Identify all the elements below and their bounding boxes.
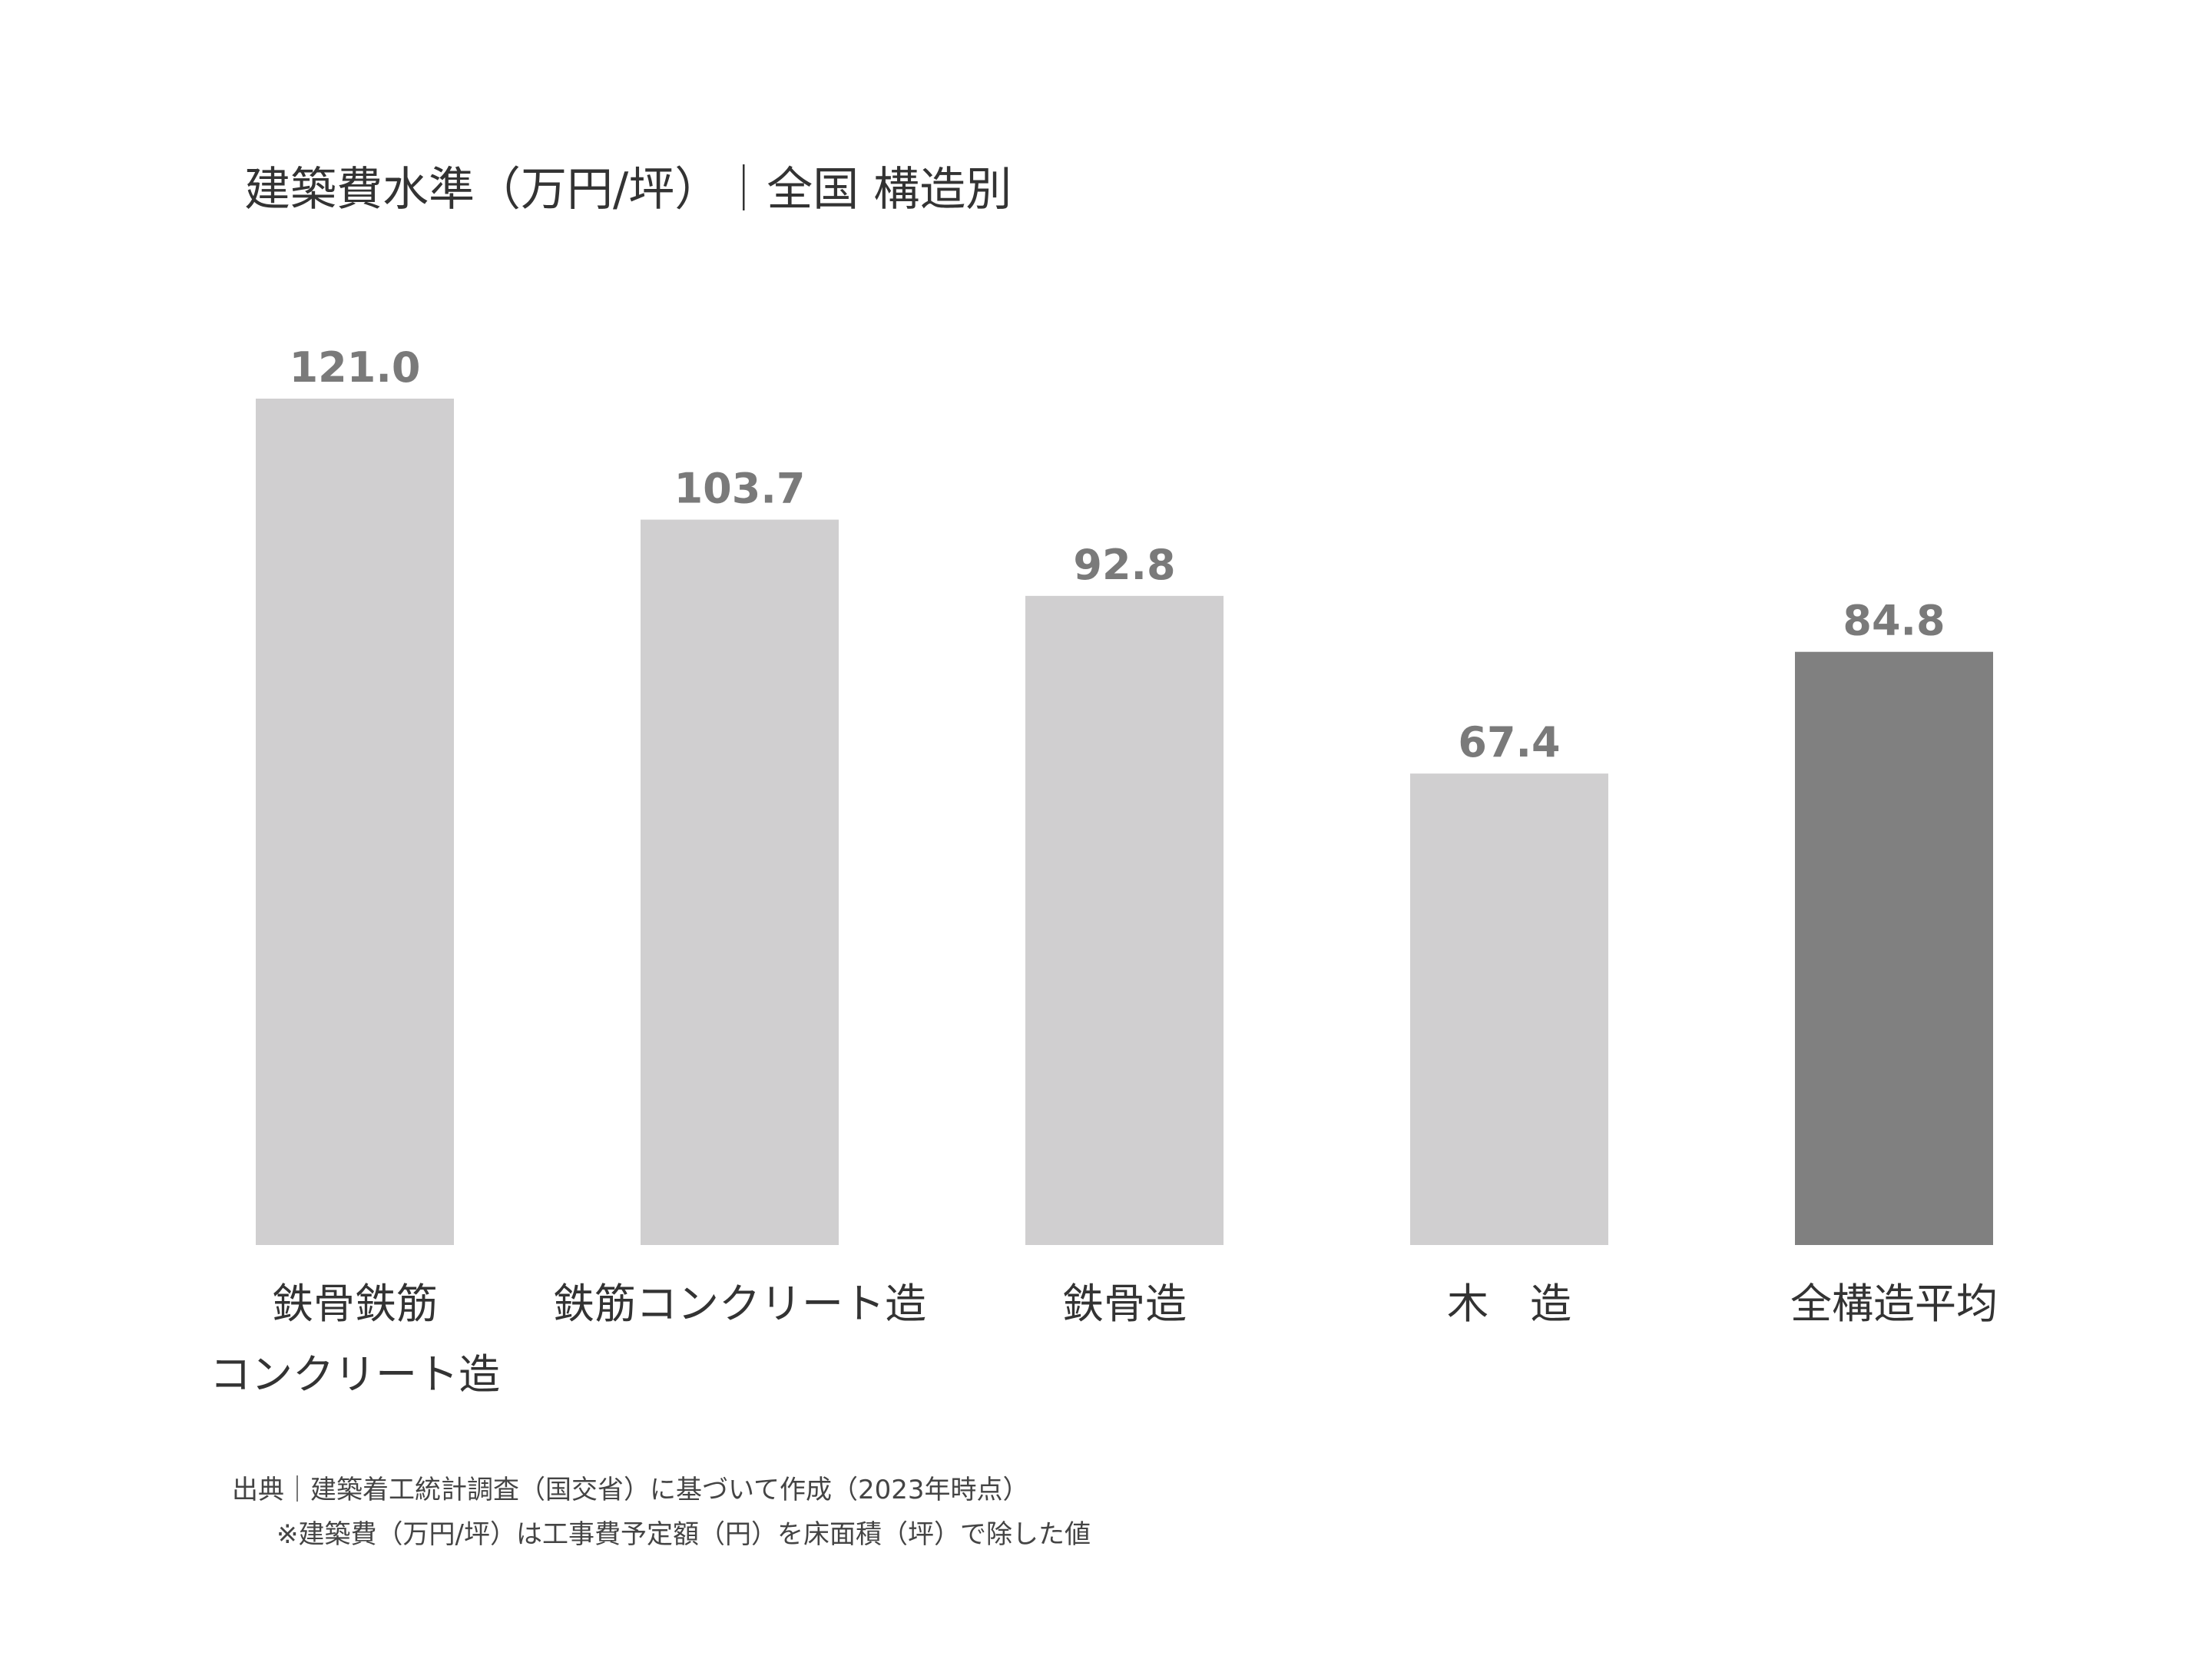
- source-note: 出典｜建築着工統計調査（国交省）に基づいて作成（2023年時点）: [232, 1475, 1029, 1505]
- x-tick-label: 鉄骨造: [1062, 1280, 1187, 1328]
- chart-title: 建築費水準（万円/坪）｜全国 構造別: [244, 163, 1012, 217]
- bar: [1795, 651, 1993, 1245]
- value-label: 121.0: [290, 343, 421, 392]
- bar: [256, 399, 454, 1245]
- x-tick-label: 全構造平均: [1790, 1280, 1998, 1328]
- value-label: 92.8: [1073, 541, 1175, 589]
- definition-note: ※建築費（万円/坪）は工事費予定額（円）を床面積（坪）で除した値: [276, 1519, 1091, 1550]
- bar: [1410, 773, 1608, 1245]
- x-tick-label: 鉄骨鉄筋 コンクリート造: [210, 1280, 500, 1399]
- x-tick-label: 木 造: [1447, 1280, 1571, 1328]
- value-label: 84.8: [1843, 597, 1945, 645]
- x-tick-label: 鉄筋コンクリート造: [553, 1280, 926, 1328]
- bar: [1025, 595, 1224, 1245]
- bar: [641, 519, 839, 1245]
- value-label: 67.4: [1458, 718, 1560, 767]
- value-label: 103.7: [674, 465, 806, 513]
